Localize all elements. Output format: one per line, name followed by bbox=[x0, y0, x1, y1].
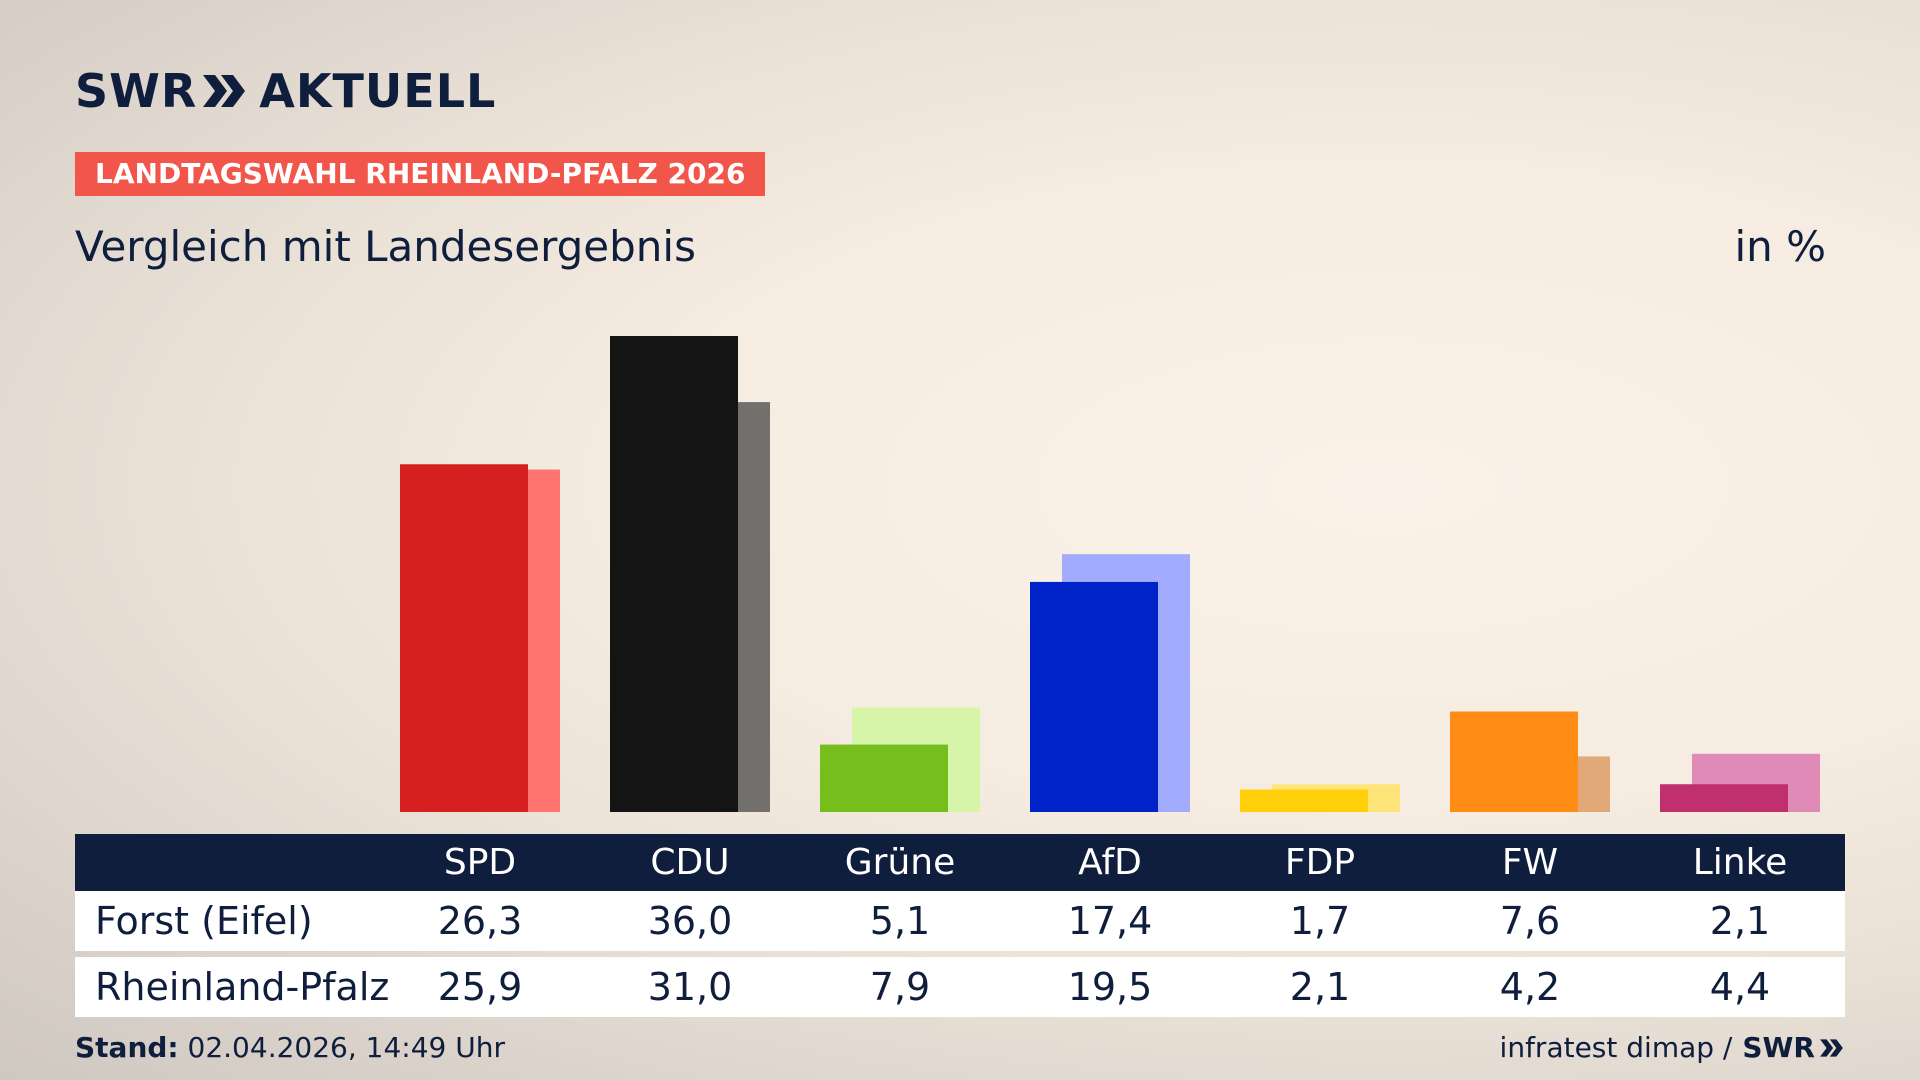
unit-label: in % bbox=[1734, 222, 1826, 271]
value-cell: 2,1 bbox=[1289, 965, 1351, 1009]
swr-aktuell-logo: SWR AKTUELL bbox=[75, 68, 496, 114]
bar-forst-afd bbox=[1030, 581, 1158, 812]
source-text: infratest dimap / bbox=[1499, 1031, 1733, 1064]
value-cell: 19,5 bbox=[1067, 965, 1153, 1009]
header-cell-cdu: CDU bbox=[650, 842, 730, 883]
timestamp: Stand: 02.04.2026, 14:49 Uhr bbox=[75, 1031, 505, 1064]
stand-value: 02.04.2026, 14:49 Uhr bbox=[187, 1031, 505, 1064]
swr-small-logo: SWR bbox=[1742, 1031, 1845, 1064]
header-cell-linke: Linke bbox=[1692, 842, 1788, 883]
source-credit: infratest dimap / SWR bbox=[1500, 1031, 1845, 1064]
value-cell: 2,1 bbox=[1709, 899, 1771, 943]
table-header: SPD CDU Grüne AfD FDP FW Linke bbox=[75, 834, 1845, 891]
header-cell-afd: AfD bbox=[1078, 842, 1142, 883]
value-cell: 17,4 bbox=[1067, 899, 1153, 943]
chevrons-small-icon bbox=[1820, 1038, 1843, 1057]
value-cell: 4,2 bbox=[1499, 965, 1561, 1009]
value-cell: 7,9 bbox=[869, 965, 931, 1009]
logo-aktuell-text: AKTUELL bbox=[259, 64, 497, 118]
bar-forst-spd bbox=[400, 464, 528, 812]
value-cell: 4,4 bbox=[1709, 965, 1771, 1009]
chart-subtitle: Vergleich mit Landesergebnis bbox=[75, 222, 696, 271]
value-cell: 5,1 bbox=[869, 899, 931, 943]
bar-forst-cdu bbox=[610, 336, 738, 812]
table-row-rlp: Rheinland-Pfalz 25,9 31,0 7,9 19,5 2,1 4,2 4,4 bbox=[75, 957, 1845, 1017]
bar-forst-fw bbox=[1450, 711, 1578, 812]
value-cell: 31,0 bbox=[647, 965, 733, 1009]
value-cell: 25,9 bbox=[437, 965, 523, 1009]
bar-forst-fdp bbox=[1240, 789, 1368, 812]
value-cell: 1,7 bbox=[1289, 899, 1351, 943]
table-row-forst: Forst (Eifel) 26,3 36,0 5,1 17,4 1,7 7,6 2,1 bbox=[75, 891, 1845, 951]
election-tag: LANDTAGSWAHL RHEINLAND-PFALZ 2026 bbox=[75, 152, 766, 196]
row-label: Rheinland-Pfalz bbox=[95, 965, 390, 1009]
header-cell-fdp: FDP bbox=[1284, 842, 1356, 883]
header-cell-fw: FW bbox=[1501, 842, 1559, 883]
stand-label: Stand: bbox=[75, 1031, 179, 1064]
bar-forst-grüne bbox=[820, 744, 948, 812]
row-label: Forst (Eifel) bbox=[95, 899, 313, 943]
bar-forst-linke bbox=[1660, 784, 1788, 812]
swr-small-text: SWR bbox=[1742, 1031, 1815, 1064]
value-cell: 7,6 bbox=[1499, 899, 1561, 943]
header-cell-spd: SPD bbox=[443, 842, 517, 883]
logo-swr-text: SWR bbox=[75, 64, 198, 118]
value-cell: 26,3 bbox=[437, 899, 523, 943]
chevrons-icon bbox=[203, 75, 246, 107]
results-table: SPD CDU Grüne AfD FDP FW Linke Forst (Eifel) 2… bbox=[75, 834, 1845, 1017]
value-cell: 36,0 bbox=[647, 899, 733, 943]
header-cell-grüne: Grüne bbox=[844, 842, 956, 883]
